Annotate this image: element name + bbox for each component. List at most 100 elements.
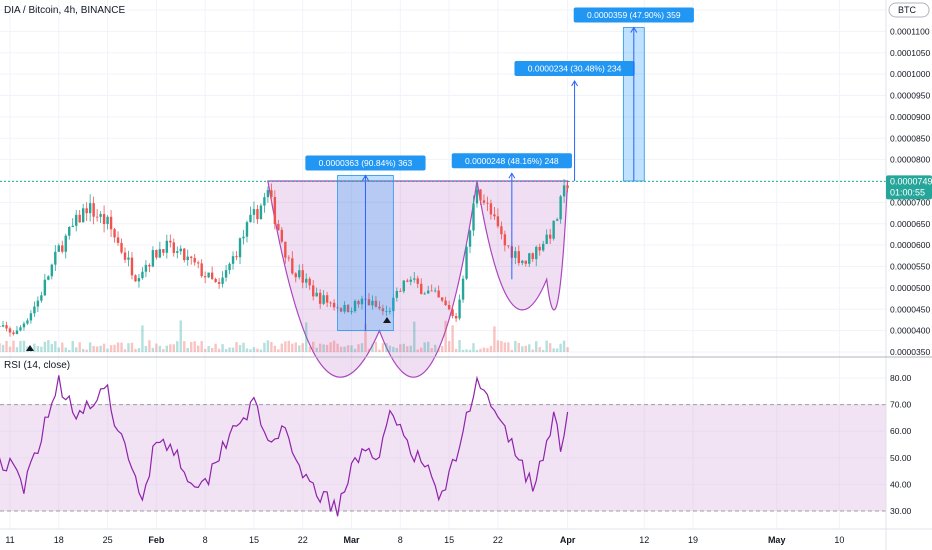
volume-bar [61,342,64,352]
volume-bar [427,341,430,352]
candle-body [8,328,12,333]
candle-body [325,295,329,303]
volume-bar [538,347,541,352]
candle-body [273,197,277,225]
candle-body [134,275,137,282]
bar-countdown: 01:00:55 [890,187,925,197]
volume-bar [193,341,196,352]
measure-arrowhead-icon [362,174,369,181]
candle-body [270,190,273,198]
candle-body [196,262,200,264]
volume-bar [416,349,419,352]
price-tick-label: 0.0001100 [890,26,930,36]
volume-bar [322,344,325,352]
candle-body [148,264,151,267]
volume-bar [179,320,182,352]
candle-body [36,300,40,307]
candle-body [360,298,364,305]
price-range-measurements[interactable]: 0.0000363 (90.84%) 363 0.0000248 (48.16%)… [305,7,694,332]
candle-body [144,264,148,272]
volume-bar [210,347,214,352]
candle-body [489,203,493,215]
candle-body [210,272,214,279]
volume-bar [277,349,280,352]
candle-body [217,282,221,284]
cup-patterns[interactable] [267,180,569,378]
currency-badge[interactable]: BTC [888,2,930,18]
volume-bar [245,348,249,352]
candle-body [291,258,294,274]
price-tick-label: 0.0000350 [890,347,930,357]
volume-bar [311,341,315,352]
volume-bar [406,346,409,352]
time-tick-label: 25 [103,535,113,545]
volume-bar [454,348,458,352]
volume-bar [364,324,367,352]
price-tick-label: 0.0001000 [890,69,930,79]
volume-bar [472,343,475,352]
rsi-title[interactable]: RSI (14, close) [4,360,70,371]
rsi-tick-label: 60.00 [890,426,912,436]
volume-bar [134,348,137,352]
volume-bar [8,346,12,352]
candle-body [78,214,81,223]
candle-body [183,248,186,261]
volume-bar [475,349,479,352]
price-tick-label: 0.0000700 [890,197,930,207]
candle-body [120,242,123,253]
candle-body [33,306,36,314]
price-tick-label: 0.0000900 [890,112,930,122]
volume-bar [231,347,235,352]
rsi-tick-label: 80.00 [890,373,912,383]
candle-body [451,309,454,316]
volume-bar [235,342,238,352]
candle-body [130,257,134,276]
price-tick-label: 0.0000950 [890,91,930,101]
volume-bar [102,343,106,352]
candle-body [416,278,419,284]
volume-bar [493,326,496,352]
rsi-axis[interactable]: 80.00 70.00 60.00 50.00 40.00 30.00 [890,373,912,516]
candle-body [311,285,315,297]
volume-bar [479,348,482,352]
volume-bar [43,341,47,352]
volume-bars [0,320,569,352]
volume-bar [315,347,318,352]
volume-bar [5,340,8,352]
candle-body [322,295,325,304]
volume-bar [148,340,151,352]
volume-bar [64,347,67,352]
time-tick-label: 11 [5,535,14,545]
volume-bar [238,344,242,352]
candle-body [305,278,308,283]
volume-bar [249,349,252,352]
volume-bar [81,348,85,352]
volume-bar [339,346,343,352]
volume-bar [127,343,130,352]
volume-bar [280,343,284,352]
volume-bar [78,342,81,352]
measure-label-bg [573,7,694,23]
measure-label: 0.0000234 (30.48%) 234 [528,63,622,73]
cup-shape [476,180,569,311]
measure-arrowhead-icon [630,26,638,33]
time-axis[interactable]: 11 18 25 Feb 8 15 22 Mar 8 15 22 Apr 12 19 May 10 [5,535,844,545]
volume-bar [298,345,301,352]
volume-bar [420,347,423,352]
candle-body [186,256,189,261]
volume-bar [186,347,189,352]
time-tick-label: May [768,535,786,545]
symbol-title[interactable]: DIA / Bitcoin, 4h, BINANCE [4,5,125,16]
candle-body [116,237,120,243]
volume-bar [308,346,311,352]
volume-bar [360,343,364,352]
volume-bar [413,321,416,352]
volume-bar [447,341,451,352]
volume-bar [486,348,489,352]
candle-body [179,248,182,252]
candle-body [315,292,318,297]
volume-bar [524,345,527,352]
signal-arrow-icon [383,317,391,323]
volume-bar [68,349,71,352]
